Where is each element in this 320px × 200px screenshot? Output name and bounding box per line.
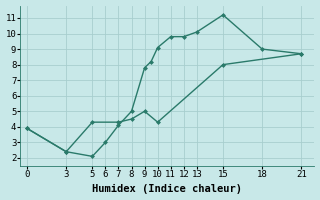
X-axis label: Humidex (Indice chaleur): Humidex (Indice chaleur) bbox=[92, 184, 243, 194]
